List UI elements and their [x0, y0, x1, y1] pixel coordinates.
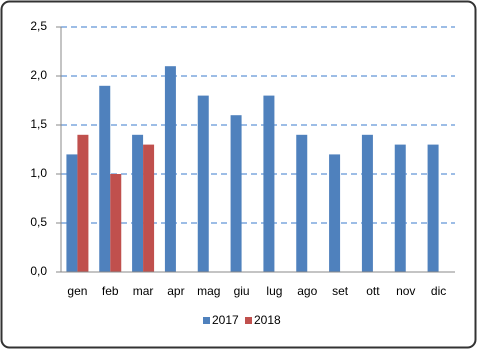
y-tick-label: 2,5 [30, 19, 47, 33]
bar [66, 154, 78, 272]
bar [99, 85, 111, 272]
legend-swatch [245, 317, 252, 324]
legend-label: 2018 [254, 313, 281, 327]
bar [143, 144, 155, 272]
bar [329, 154, 341, 272]
bar [132, 134, 144, 272]
y-tick-label: 0,0 [30, 264, 47, 278]
legend-label: 2017 [212, 313, 239, 327]
bar [427, 144, 439, 272]
x-tick-label: lug [266, 284, 282, 298]
x-tick-label: mar [133, 284, 154, 298]
x-tick-label: giu [234, 284, 250, 298]
x-tick-label: ago [297, 284, 317, 298]
x-tick-label: ott [366, 284, 380, 298]
bar [296, 134, 308, 272]
x-tick-label: mag [197, 284, 220, 298]
y-tick-label: 1,0 [30, 166, 47, 180]
bar [77, 134, 89, 272]
bar [361, 134, 373, 272]
y-tick-label: 0,5 [30, 215, 47, 229]
y-tick-label: 2,0 [30, 68, 47, 82]
bar [263, 95, 275, 272]
x-tick-label: gen [67, 284, 87, 298]
x-tick-label: feb [102, 284, 119, 298]
bar [394, 144, 406, 272]
x-tick-label: dic [431, 284, 446, 298]
bar [110, 174, 122, 272]
x-tick-label: set [332, 284, 349, 298]
bar [164, 66, 176, 272]
bar [197, 95, 209, 272]
legend-swatch [203, 317, 210, 324]
bar [230, 115, 242, 272]
x-tick-label: nov [396, 284, 415, 298]
y-tick-label: 1,5 [30, 117, 47, 131]
x-tick-label: apr [167, 284, 184, 298]
